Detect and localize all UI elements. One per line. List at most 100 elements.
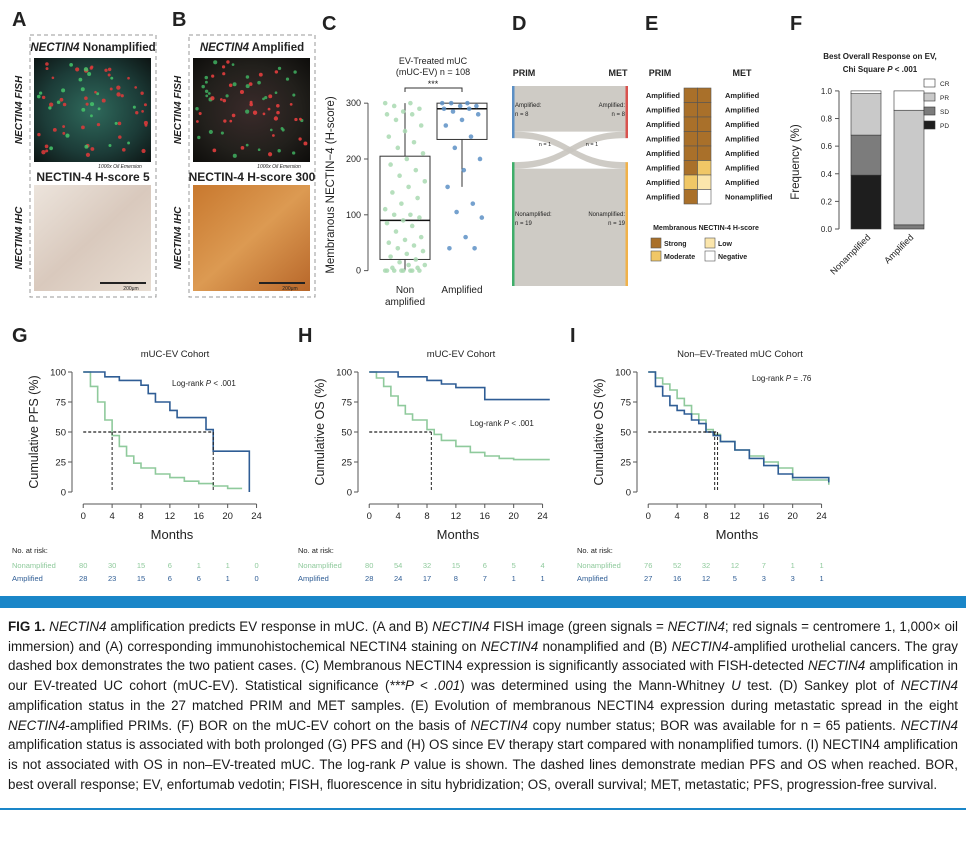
- chart-title: mUC-EV Cohort: [427, 349, 496, 360]
- y-tick-label: 0.2: [821, 197, 833, 206]
- risk-row-label: Nonamplified: [12, 561, 56, 570]
- row-label: Amplified: [646, 106, 681, 115]
- point: [479, 215, 485, 220]
- point: [411, 243, 417, 248]
- tile: [697, 145, 712, 161]
- risk-count: 54: [394, 561, 402, 570]
- y-tick-label: 0: [61, 488, 66, 499]
- fish-signal: [221, 65, 226, 69]
- point: [404, 251, 410, 257]
- fish-signal: [249, 102, 253, 107]
- x-tick-label: 24: [816, 511, 827, 522]
- fish-signal: [81, 107, 86, 112]
- x-tick-label: 0: [646, 511, 651, 522]
- fish-signal: [222, 98, 227, 103]
- annotation-part: Log-rank: [470, 419, 504, 428]
- caption-text: FIG 1.: [8, 619, 46, 634]
- fish-signal: [84, 144, 89, 149]
- point: [418, 234, 424, 240]
- caption-text: ***P < .001: [389, 678, 461, 694]
- fish-signal: [56, 100, 61, 105]
- fish-signal: [90, 114, 93, 118]
- fish-signal: [36, 94, 41, 99]
- fish-signal: [107, 73, 111, 77]
- side-label: NECTIN4 FISH: [14, 75, 25, 144]
- point: [382, 100, 388, 106]
- point: [477, 156, 483, 162]
- x-tick-label: 0: [367, 511, 372, 522]
- row-label: Amplified: [646, 149, 681, 158]
- bar-segment: [893, 90, 925, 111]
- fish-signal: [122, 148, 126, 152]
- box: [436, 102, 488, 140]
- case-box: [188, 34, 316, 298]
- flow-label: n = 1: [539, 142, 551, 148]
- tile: [683, 189, 698, 205]
- risk-count: 6: [483, 561, 487, 570]
- caption-text: amplification predicts EV response in mU…: [106, 619, 433, 634]
- bar-segment: [850, 174, 882, 230]
- x-tick-label: 12: [451, 511, 462, 522]
- x-tick-label: 20: [222, 511, 233, 522]
- risk-row-label: Nonamplified: [298, 561, 342, 570]
- caption-text: NECTIN4: [470, 717, 528, 733]
- point: [413, 167, 419, 173]
- point: [384, 268, 390, 273]
- point: [443, 123, 449, 128]
- fish-signal: [62, 102, 67, 107]
- fish-signal: [143, 120, 148, 126]
- fish-signal: [207, 92, 211, 95]
- bar-segment: [850, 93, 882, 136]
- flow-label: n = 1: [586, 142, 598, 148]
- fish-signal: [89, 102, 95, 107]
- legend-swatch: [650, 250, 662, 262]
- ihc-title: NECTIN-4 H-score 5: [36, 170, 150, 184]
- chart-title: (mUC-EV) n = 108: [396, 67, 470, 77]
- y-tick-label: 50: [341, 428, 352, 439]
- fish-signal: [292, 151, 296, 155]
- row-label: Amplified: [725, 106, 760, 115]
- fish-signal: [229, 119, 233, 123]
- fish-signal: [268, 152, 273, 157]
- legend-swatch: [923, 106, 936, 116]
- row-label: Amplified: [725, 149, 760, 158]
- tile: [683, 116, 698, 132]
- fish-signal: [134, 86, 138, 89]
- survival-curve: [648, 371, 830, 483]
- fish-signal: [85, 102, 89, 106]
- risk-count: 76: [644, 561, 652, 570]
- fish-signal: [239, 89, 245, 95]
- risk-count: 0: [254, 561, 258, 570]
- point: [465, 100, 470, 106]
- figure: A B C D E F G H I NECTIN4 Nonamplified NECTIN4 FIS…: [0, 9, 966, 608]
- fish-signal: [135, 111, 139, 115]
- side-label: NECTIN4 FISH: [173, 75, 184, 144]
- legend-label: Strong: [664, 241, 687, 248]
- point: [472, 245, 477, 251]
- risk-row-label: Amplified: [298, 574, 329, 583]
- point: [388, 254, 393, 259]
- x-axis-label: Months: [437, 527, 480, 542]
- fish-signal: [204, 89, 209, 93]
- fish-signal: [211, 74, 215, 78]
- fish-signal: [120, 94, 124, 98]
- y-tick-label: 0.0: [821, 225, 833, 234]
- caption-text: amplification status in the 27 matched P…: [8, 697, 958, 713]
- fish-signal: [39, 91, 43, 95]
- point: [411, 139, 417, 145]
- fish-signal: [87, 71, 92, 77]
- fish-signal: [257, 80, 261, 85]
- fish-signal: [225, 94, 229, 98]
- caption-text: ; red signals = centromere 1, 1,000× oil…: [8, 619, 958, 654]
- fish-signal: [248, 82, 253, 86]
- risk-count: 1: [819, 561, 823, 570]
- y-tick-label: 100: [615, 368, 631, 379]
- legend-swatch: [704, 237, 716, 249]
- fish-signal: [84, 96, 88, 100]
- column-label: MET: [733, 68, 753, 78]
- fish-signal: [96, 92, 100, 96]
- annotation-part: Log-rank: [172, 379, 206, 388]
- row-label: Amplified: [646, 164, 681, 173]
- point: [415, 195, 420, 201]
- caption-text: FISH image (green signals =: [489, 619, 668, 634]
